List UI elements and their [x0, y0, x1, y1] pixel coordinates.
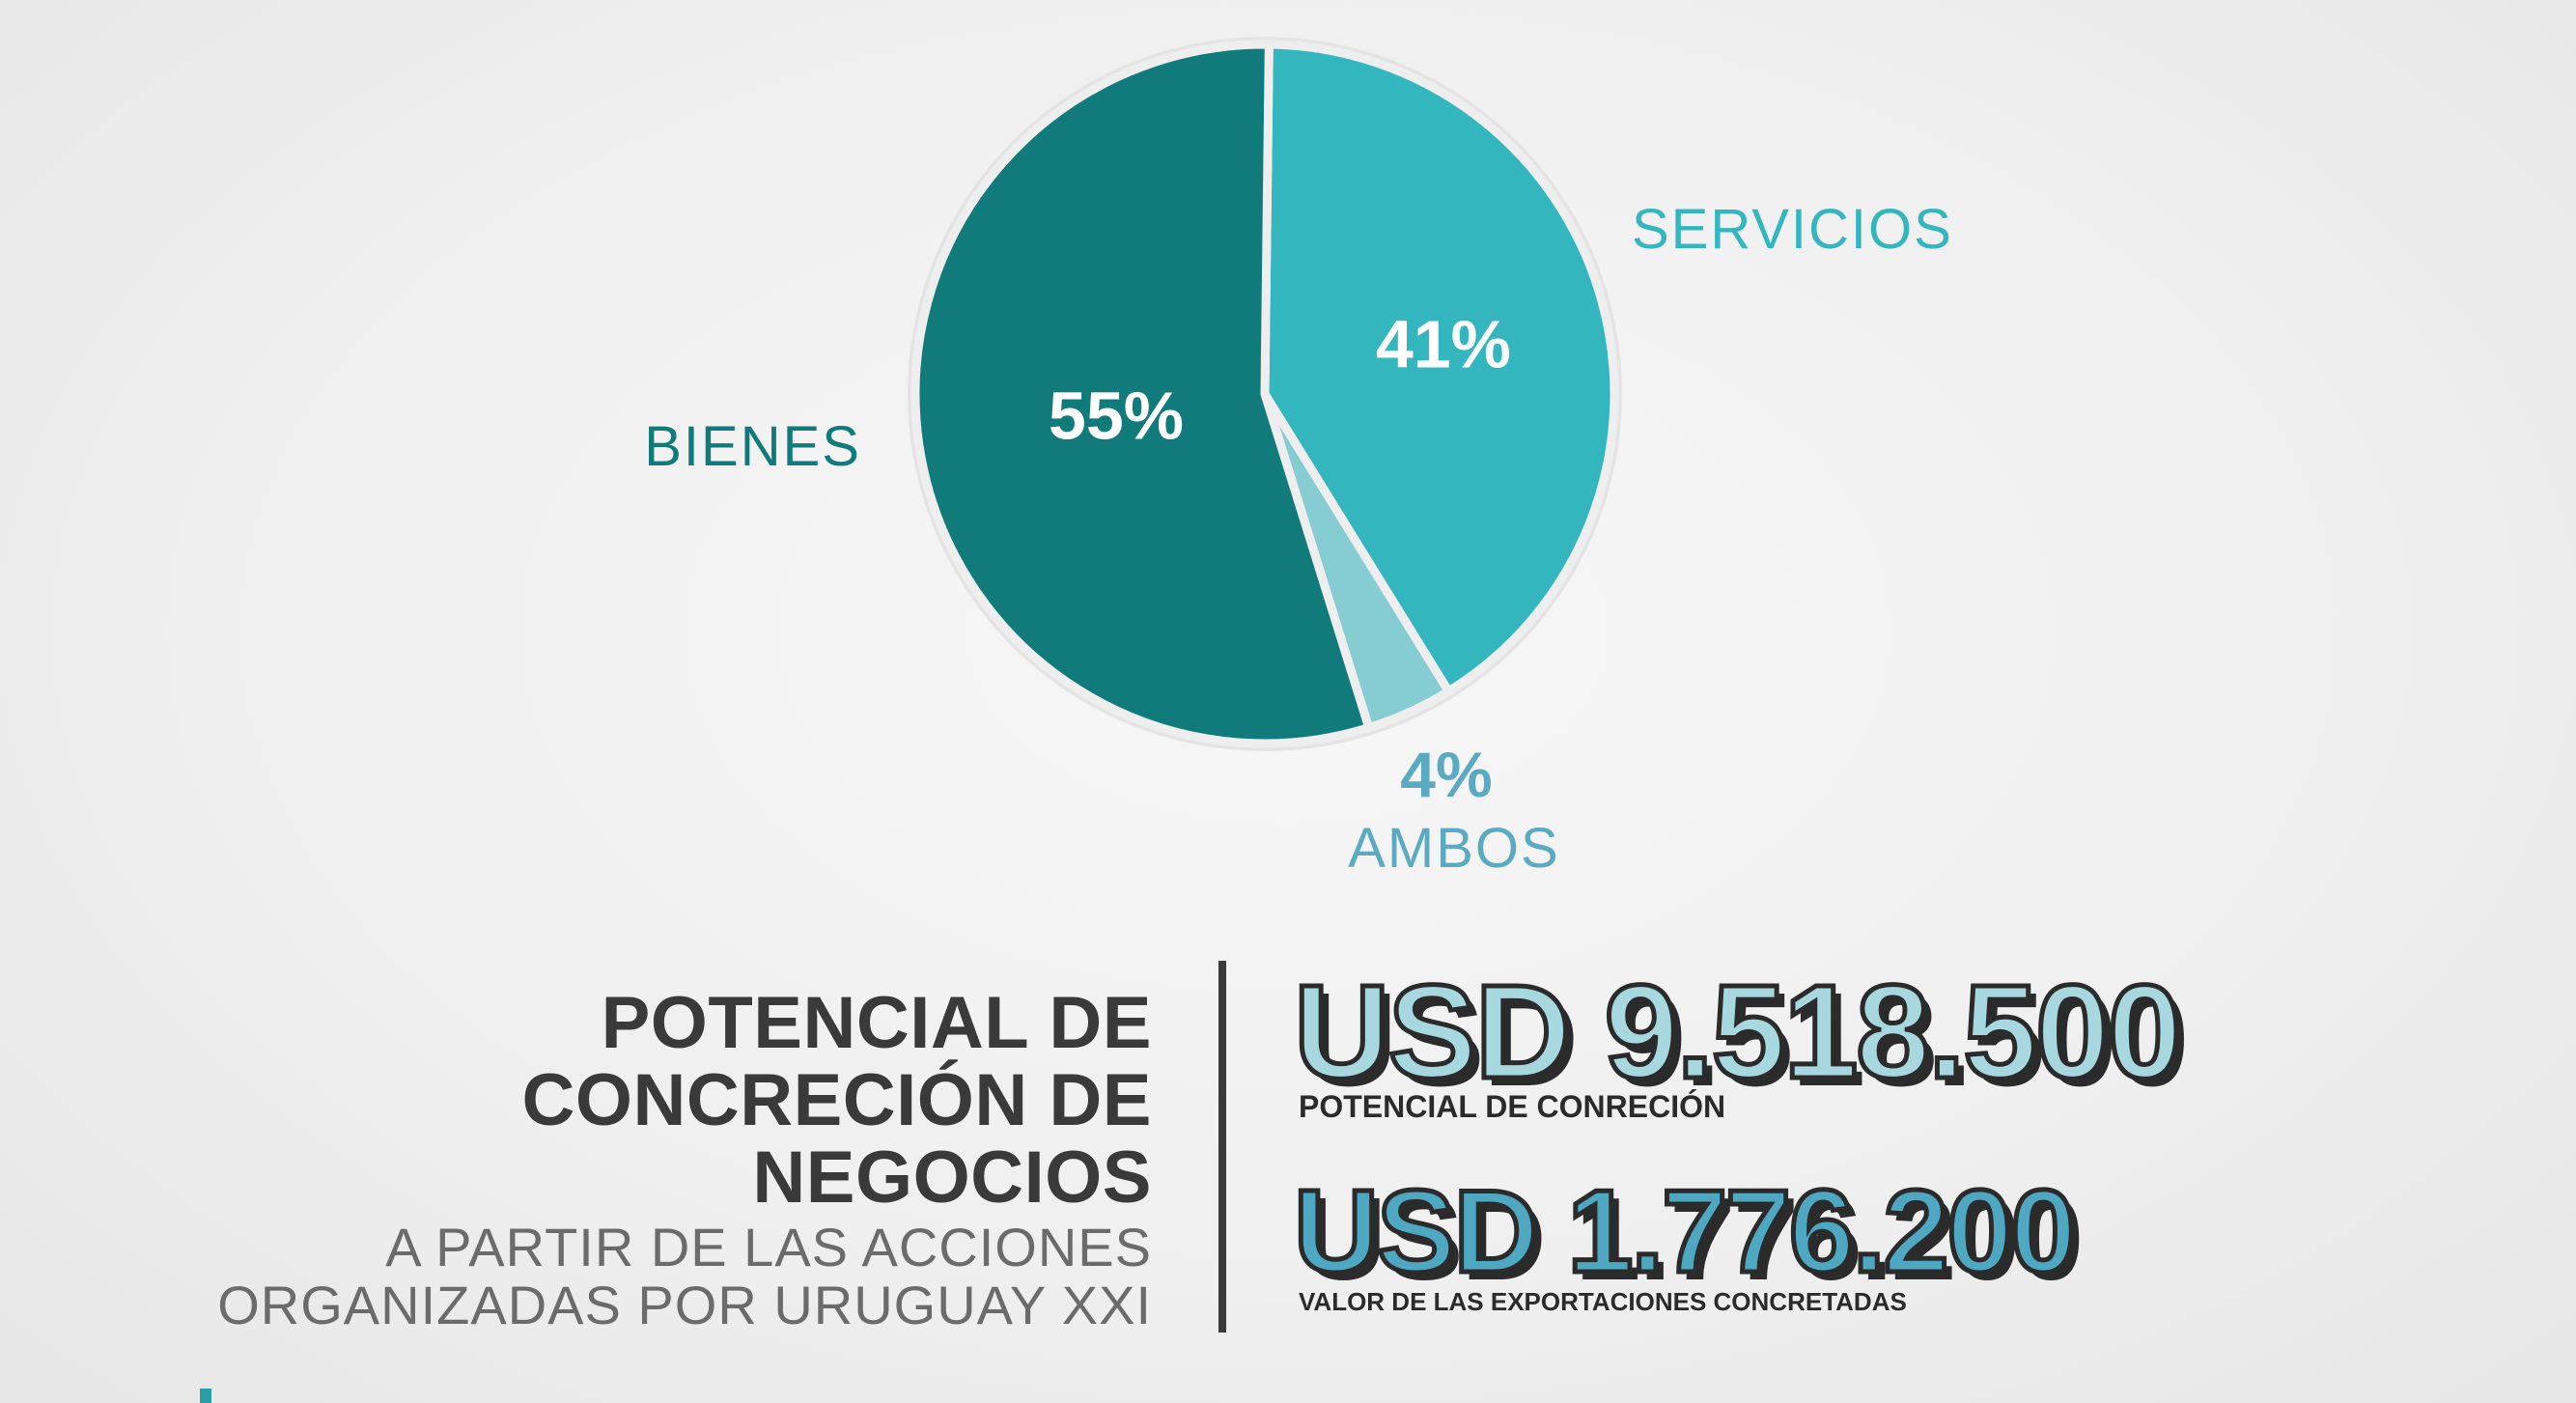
headline-line-2: CONCRECIÓN DE — [521, 1059, 1152, 1141]
footer-accent-bar — [200, 1389, 211, 1403]
category-label-bienes: BIENES — [644, 415, 861, 478]
stat-value-exports: USD 1.776.200 — [1291, 1164, 2078, 1300]
value-label-ambos: 4% — [1400, 739, 1492, 810]
headline-block: POTENCIAL DE CONCRECIÓN DE NEGOCIOS A PA… — [217, 985, 1152, 1333]
headline-line-1: POTENCIAL DE — [601, 982, 1152, 1064]
category-label-ambos: AMBOS — [1348, 817, 1560, 880]
subtitle-line-2: ORGANIZADAS POR URUGUAY XXI — [217, 1275, 1152, 1335]
headline-line-3: NEGOCIOS — [752, 1136, 1152, 1219]
value-label-servicios: 41% — [1376, 307, 1511, 382]
vertical-divider — [1218, 961, 1226, 1333]
stat-caption-exports: VALOR DE LAS EXPORTACIONES CONCRETADAS — [1299, 1287, 1907, 1316]
pie-slice-bienes — [910, 40, 1374, 748]
subtitle-line-1: A PARTIR DE LAS ACCIONES — [385, 1217, 1152, 1277]
stat-value-potential: USD 9.518.500 — [1292, 956, 2185, 1109]
stat-caption-potential: POTENCIAL DE CONRECIÓN — [1299, 1089, 1726, 1124]
category-label-servicios: SERVICIOS — [1632, 198, 1953, 261]
value-label-bienes: 55% — [1049, 379, 1184, 454]
